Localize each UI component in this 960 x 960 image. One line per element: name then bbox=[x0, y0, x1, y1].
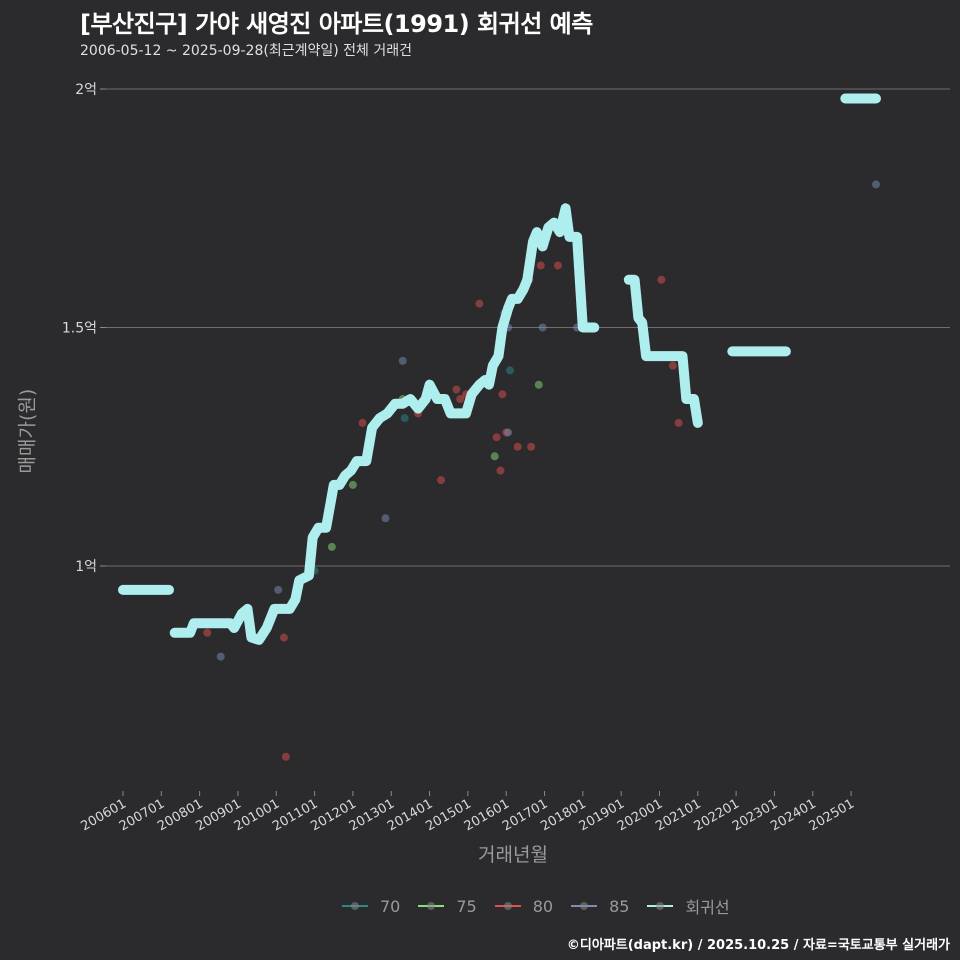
y-tick-label: 1.5억 bbox=[62, 321, 97, 337]
scatter-point-80 bbox=[203, 628, 212, 637]
scatter-point-80 bbox=[553, 261, 562, 270]
scatter-point-80 bbox=[456, 395, 465, 404]
scatter-point-80 bbox=[496, 466, 505, 475]
legend-label: 회귀선 bbox=[685, 898, 730, 917]
regression-segment bbox=[623, 274, 703, 428]
y-axis-ticks: 1억 1.5억 2억 bbox=[62, 82, 106, 575]
legend-item-85: 85 bbox=[571, 897, 629, 916]
footer-credit: ©디아파트(dapt.kr) / 2025.10.25 / 자료=국토교통부 실… bbox=[566, 938, 950, 953]
scatter-point-85 bbox=[871, 180, 880, 189]
legend-item-regression: 회귀선 bbox=[647, 894, 730, 918]
scatter-point-80 bbox=[674, 418, 683, 427]
regression-segment bbox=[169, 203, 600, 645]
scatter-point-70 bbox=[400, 414, 409, 423]
y-tick-label: 2억 bbox=[75, 82, 97, 98]
legend-label: 70 bbox=[380, 896, 401, 916]
scatter-point-80 bbox=[437, 476, 446, 485]
scatter-point-75 bbox=[348, 480, 357, 489]
legend-swatch-icon bbox=[571, 899, 598, 913]
scatter-point-85 bbox=[216, 652, 225, 661]
legend-item-70: 70 bbox=[342, 897, 400, 916]
scatter-point-80 bbox=[281, 752, 290, 761]
legend-item-75: 75 bbox=[418, 896, 477, 916]
scatter-point-80 bbox=[668, 361, 677, 370]
regression-line bbox=[118, 93, 881, 645]
scatter-point-80 bbox=[498, 390, 507, 399]
scatter-point-80 bbox=[536, 261, 545, 270]
legend-item-80: 80 bbox=[494, 896, 554, 916]
legend-label: 85 bbox=[609, 896, 630, 916]
chart-subtitle: 2006-05-12 ~ 2025-09-28(최근계약일) 전체 거래건 bbox=[80, 43, 412, 59]
legend-label: 80 bbox=[532, 896, 554, 916]
scatter-point-80 bbox=[492, 433, 501, 442]
scatter-point-80 bbox=[358, 418, 367, 427]
legend-swatch-icon bbox=[418, 899, 445, 913]
scatter-point-85 bbox=[274, 585, 283, 594]
scatter-points bbox=[203, 180, 880, 761]
scatter-point-85 bbox=[538, 323, 547, 332]
y-tick-label: 1억 bbox=[75, 559, 97, 575]
scatter-point-70 bbox=[506, 366, 515, 375]
scatter-point-75 bbox=[534, 380, 543, 389]
y-axis-label: 매매가(원) bbox=[16, 388, 39, 474]
gridlines bbox=[106, 88, 950, 567]
scatter-point-80 bbox=[657, 275, 666, 284]
legend: 70 75 80 85 회귀선 bbox=[342, 894, 748, 918]
x-axis-ticks: 2006012007012008012009012010012011012012… bbox=[79, 791, 857, 834]
scatter-point-75 bbox=[327, 542, 336, 551]
scatter-point-80 bbox=[513, 442, 522, 451]
chart-title: [부산진구] 가야 새영진 아파트(1991) 회귀선 예측 bbox=[80, 10, 593, 38]
legend-swatch-icon bbox=[494, 899, 521, 913]
scatter-point-80 bbox=[452, 385, 461, 394]
scatter-point-85 bbox=[398, 356, 407, 365]
legend-swatch-icon bbox=[647, 899, 674, 913]
scatter-point-85 bbox=[504, 428, 513, 437]
scatter-point-75 bbox=[490, 452, 499, 461]
scatter-point-85 bbox=[381, 514, 390, 523]
x-axis-label: 거래년월 bbox=[478, 844, 548, 866]
legend-swatch-icon bbox=[342, 899, 368, 913]
scatter-point-80 bbox=[279, 633, 288, 642]
scatter-point-80 bbox=[475, 299, 484, 308]
scatter-point-80 bbox=[527, 442, 536, 451]
legend-label: 75 bbox=[456, 896, 477, 916]
